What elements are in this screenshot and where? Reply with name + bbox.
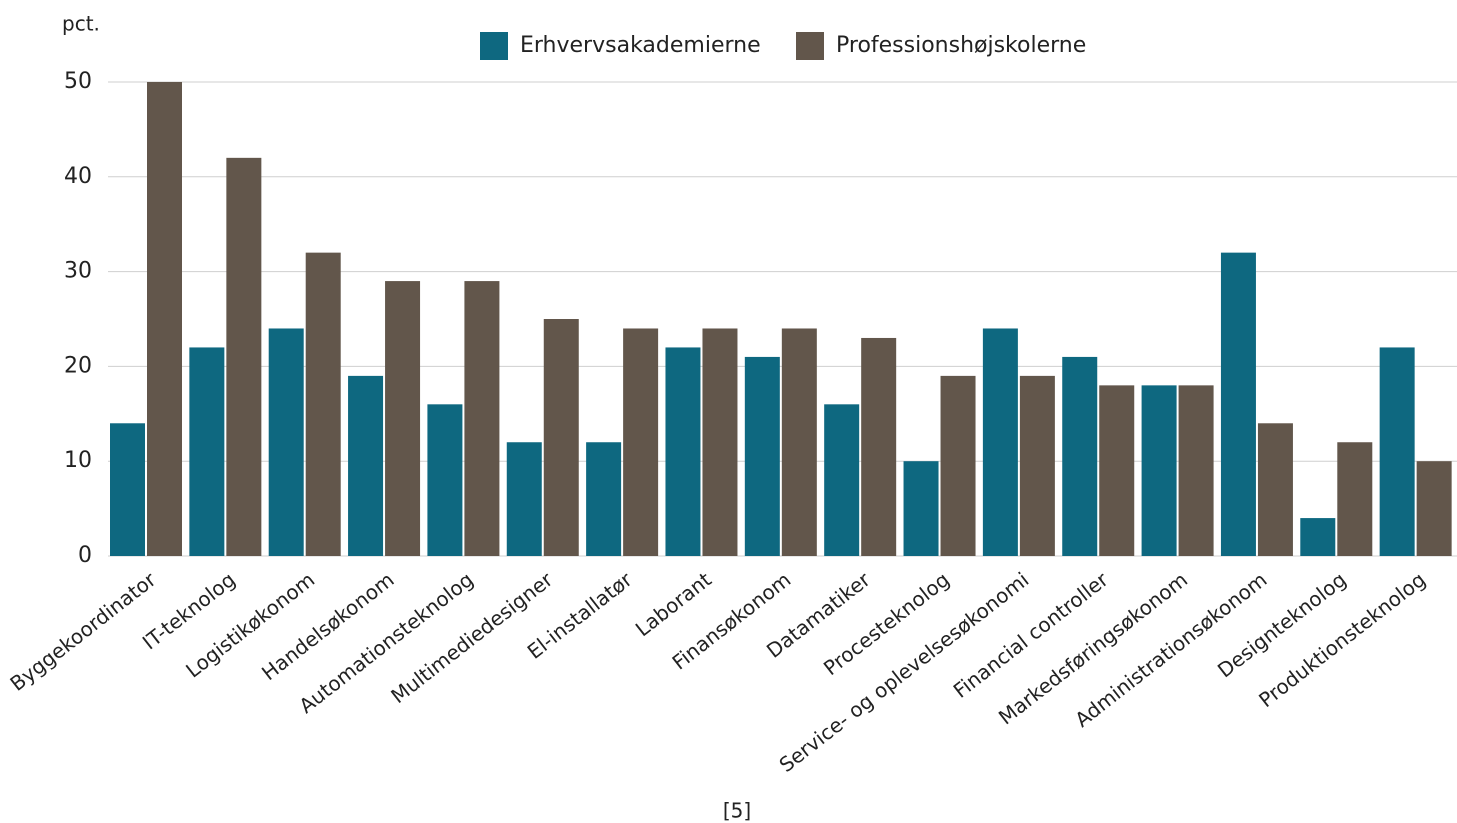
y-tick-label: 20	[64, 353, 92, 378]
legend-label: Professionshøjskolerne	[836, 33, 1086, 58]
bar	[385, 281, 421, 556]
bar	[1062, 356, 1098, 556]
legend-swatch	[796, 32, 824, 60]
bar	[348, 375, 384, 556]
bar	[1141, 385, 1177, 556]
y-tick-label: 30	[64, 259, 92, 284]
legend-label: Erhvervsakademierne	[520, 33, 761, 58]
legend-swatch	[480, 32, 508, 60]
bar	[543, 319, 579, 556]
bar	[623, 328, 659, 556]
bar	[824, 404, 860, 556]
bar	[1379, 347, 1415, 556]
bar	[744, 356, 780, 556]
bar	[940, 375, 976, 556]
y-axis-label: pct.	[62, 12, 100, 36]
bar	[861, 337, 897, 556]
bar	[1178, 385, 1214, 556]
x-tick-label: Byggekoordinator	[5, 567, 161, 696]
bar	[1337, 442, 1373, 556]
bar	[1019, 375, 1055, 556]
bar	[1257, 423, 1293, 556]
bar	[702, 328, 738, 556]
bar	[110, 423, 145, 556]
bar	[1099, 385, 1135, 556]
y-tick-label: 10	[64, 448, 92, 473]
bar	[189, 347, 225, 556]
bar	[903, 461, 939, 556]
bar	[464, 281, 500, 556]
bar	[586, 442, 622, 556]
y-tick-label: 0	[78, 543, 92, 568]
bar	[1220, 252, 1256, 556]
bar	[1300, 518, 1336, 556]
y-tick-label: 40	[64, 164, 92, 189]
note: [5]	[723, 799, 751, 823]
x-tick-label: Handelsøkonom	[257, 567, 398, 685]
bar	[982, 328, 1018, 556]
bar	[1416, 461, 1452, 556]
y-tick-label: 50	[64, 69, 92, 94]
bar	[506, 442, 542, 556]
bar	[226, 157, 262, 556]
bar	[427, 404, 463, 556]
bar	[268, 328, 304, 556]
bar	[305, 252, 341, 556]
bar	[147, 82, 182, 556]
bar	[665, 347, 701, 556]
bar	[781, 328, 817, 556]
